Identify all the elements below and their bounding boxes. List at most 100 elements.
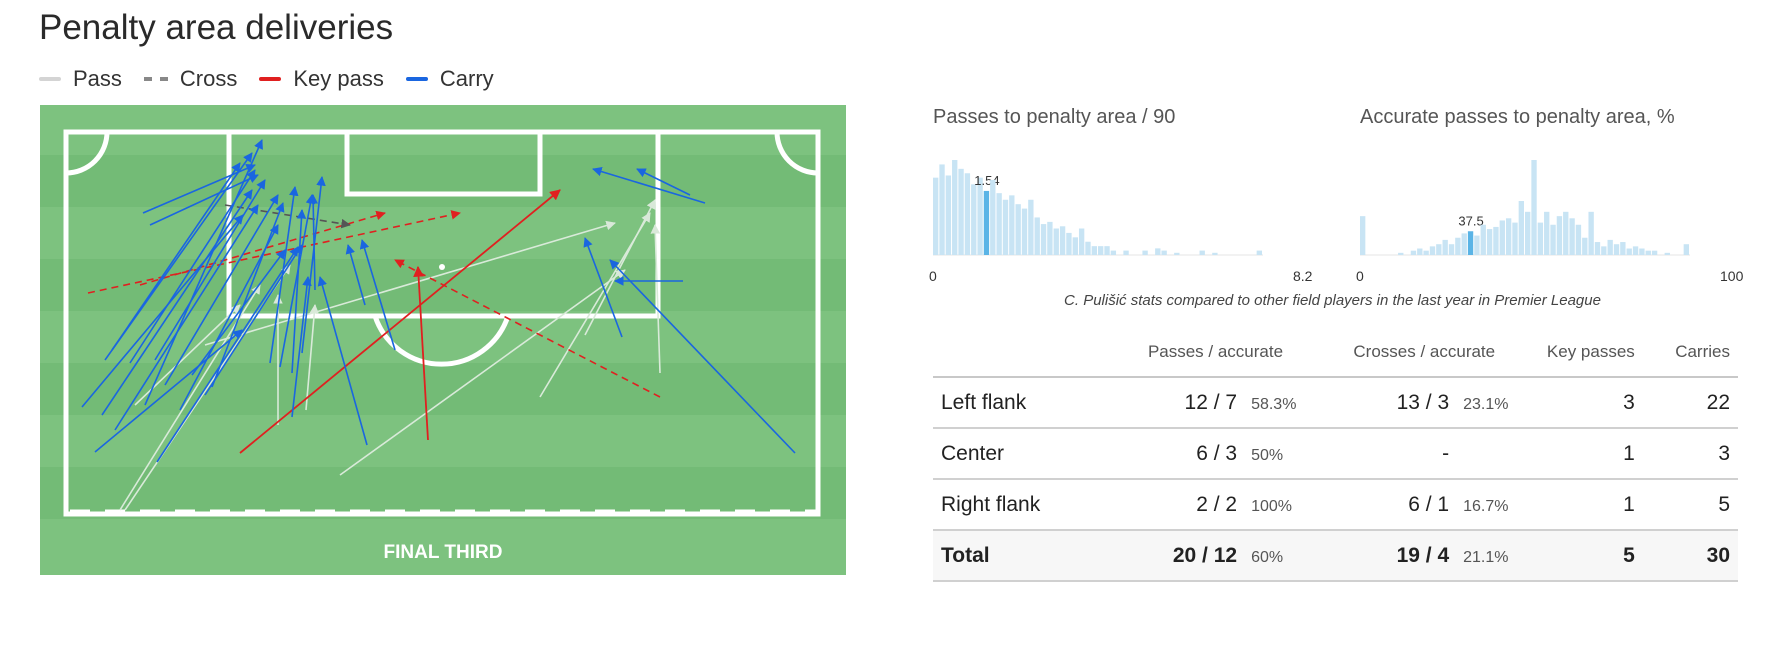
histogram-bar xyxy=(1015,204,1021,255)
carry-arrow xyxy=(142,163,256,214)
carry-arrow xyxy=(291,276,312,418)
carry-arrow xyxy=(191,249,286,376)
crosses-cell: - xyxy=(1291,428,1504,480)
pass-arrow xyxy=(650,224,661,374)
table-header-passes: Passes / accurate xyxy=(1087,336,1292,378)
legend-swatch-pass xyxy=(39,77,61,81)
histogram-bar xyxy=(1550,224,1556,255)
histogram-2: 37.5 xyxy=(1360,160,1690,256)
histogram-bar xyxy=(1594,242,1601,255)
histogram-bar xyxy=(939,164,945,255)
passes-cell: 2 / 2 100% xyxy=(1087,479,1292,531)
histogram-bar xyxy=(1664,252,1670,255)
histogram-2-min-label: 0 xyxy=(1356,268,1364,284)
passes-value: 20 / 12 xyxy=(1172,543,1238,567)
histogram-bar xyxy=(1021,208,1028,255)
passes-cell: 20 / 12 60% xyxy=(1087,530,1292,582)
histogram-bar xyxy=(1436,244,1442,255)
legend-item-cross: Cross xyxy=(143,66,237,92)
carries-cell: 22 xyxy=(1642,377,1738,429)
crosses-cell: 13 / 3 23.1% xyxy=(1291,377,1509,429)
histogram-bar xyxy=(1645,250,1651,255)
histogram-2-max-label: 100 xyxy=(1720,268,1744,284)
pitch-map: FINAL THIRD xyxy=(40,105,846,575)
histogram-bar xyxy=(1461,233,1467,255)
carry-arrow xyxy=(308,194,318,291)
histogram-bar xyxy=(990,179,996,255)
histogram-bar xyxy=(1588,211,1594,255)
cross-arrow xyxy=(87,210,461,294)
crosses-cell: 19 / 4 21.1% xyxy=(1291,530,1509,582)
histogram-bar xyxy=(1518,201,1524,255)
histogram-bar xyxy=(1002,199,1009,255)
carry-arrow xyxy=(636,168,691,196)
histogram-bar xyxy=(1174,252,1180,255)
legend-item-key-pass: Key pass xyxy=(259,66,384,92)
histogram-bar xyxy=(1040,224,1047,255)
table-row: Right flank 2 / 2 100% 6 / 1 16.7% 1 5 xyxy=(933,479,1738,531)
carry-arrow xyxy=(149,174,259,226)
crosses-pct: 16.7% xyxy=(1463,497,1509,515)
carry-arrow xyxy=(359,239,396,351)
histogram-bar xyxy=(964,173,971,255)
carry-arrow xyxy=(144,139,263,406)
histogram-bar xyxy=(1512,222,1518,255)
histogram-bar xyxy=(1607,239,1613,255)
histogram-bar xyxy=(1632,246,1639,255)
row-label: Total xyxy=(933,530,1088,582)
histogram-bar xyxy=(1493,226,1499,255)
histogram-bar xyxy=(952,160,958,255)
histogram-1-min-label: 0 xyxy=(929,268,937,284)
histogram-bar xyxy=(1009,195,1015,255)
carry-arrow xyxy=(592,166,706,204)
histogram-bar xyxy=(1199,250,1205,255)
cross-arrow xyxy=(224,204,351,229)
carry-arrow xyxy=(279,194,316,368)
histogram-bar xyxy=(1423,250,1429,255)
table-total-row: Total 20 / 12 60% 19 / 4 21.1% 5 30 xyxy=(933,530,1738,582)
histogram-bar xyxy=(1059,226,1066,255)
histogram-bar xyxy=(1613,244,1620,255)
histogram-bar xyxy=(933,177,939,255)
histogram-bar xyxy=(1078,228,1085,255)
histogram-bar xyxy=(1091,246,1097,255)
crosses-cell: 6 / 1 16.7% xyxy=(1291,479,1509,531)
carry-arrow xyxy=(317,276,368,446)
histogram-bar xyxy=(1155,248,1161,255)
histogram-bar xyxy=(1505,218,1512,255)
histogram-1-title: Passes to penalty area / 90 xyxy=(933,106,1176,128)
crosses-value: - xyxy=(1442,441,1450,465)
carry-arrow xyxy=(211,202,285,388)
histogram-bar xyxy=(945,175,952,255)
row-label: Right flank xyxy=(933,479,1088,531)
histogram-bar xyxy=(1531,160,1537,255)
legend-item-pass: Pass xyxy=(39,66,122,92)
histogram-bar xyxy=(1499,220,1505,255)
carry-arrow xyxy=(114,204,259,431)
key-passes-cell: 1 xyxy=(1503,428,1643,480)
legend-item-carry: Carry xyxy=(405,66,494,92)
histogram-bar xyxy=(1563,211,1569,255)
histogram-bar xyxy=(977,177,983,255)
table-header-carries: Carries xyxy=(1642,336,1738,378)
crosses-value: 6 / 1 xyxy=(1408,492,1450,516)
histogram-1: 1.54 xyxy=(933,160,1263,256)
table-row: Center 6 / 3 50% - 1 3 xyxy=(933,428,1738,480)
carry-arrow xyxy=(164,194,279,386)
passes-pct: 100% xyxy=(1251,497,1292,515)
carries-cell: 30 xyxy=(1642,530,1738,582)
passes-value: 12 / 7 xyxy=(1184,390,1238,414)
histogram-bar xyxy=(1601,246,1607,255)
carry-arrow xyxy=(179,224,279,411)
histogram-2-title: Accurate passes to penalty area, % xyxy=(1360,106,1675,128)
stats-table: Passes / accurate Crosses / accurate Key… xyxy=(933,336,1738,582)
legend-label-carry: Carry xyxy=(439,66,494,91)
cross-arrow xyxy=(139,210,386,286)
histogram-bar xyxy=(1620,242,1626,255)
carry-arrow xyxy=(291,209,307,374)
histogram-bar xyxy=(1161,250,1167,255)
passes-value: 6 / 3 xyxy=(1196,441,1238,465)
histogram-bar xyxy=(1104,246,1110,255)
pitch-grass xyxy=(40,105,846,575)
histogram-bar xyxy=(1047,221,1053,255)
